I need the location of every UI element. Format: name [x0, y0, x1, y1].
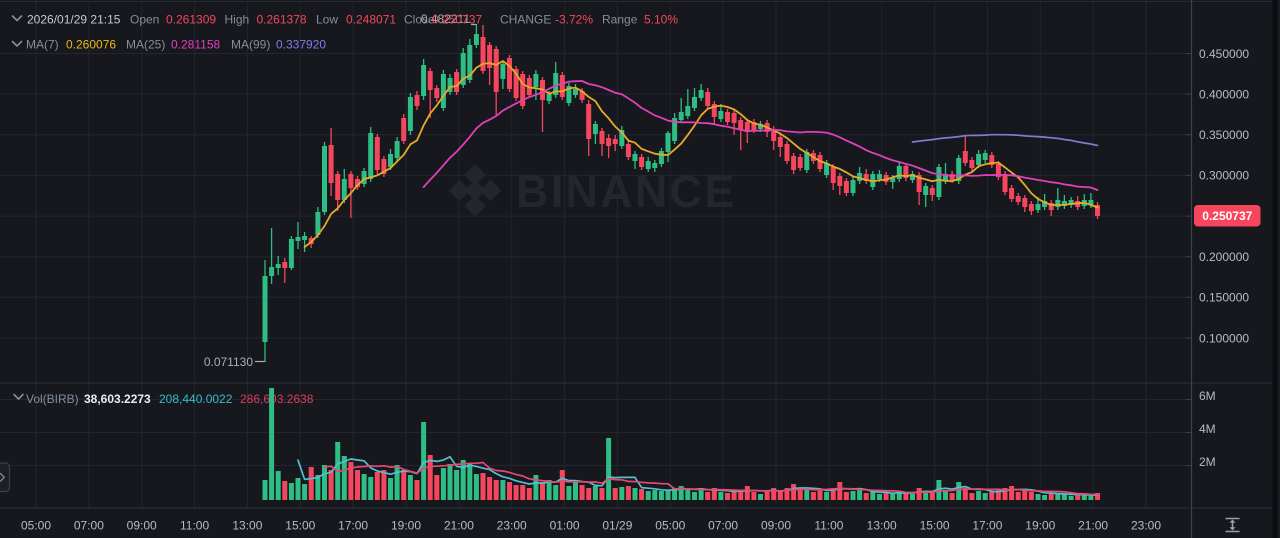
svg-text:11:00: 11:00 [180, 519, 209, 533]
svg-text:6M: 6M [1199, 389, 1216, 403]
svg-text:0.482211: 0.482211 [421, 12, 470, 26]
svg-text:BINANCE: BINANCE [516, 166, 736, 217]
svg-text:Low: Low [316, 13, 338, 27]
svg-text:0.261309: 0.261309 [166, 13, 216, 27]
svg-text:5.10%: 5.10% [644, 13, 678, 27]
svg-text:05:00: 05:00 [21, 519, 51, 533]
svg-text:0.260076: 0.260076 [66, 38, 116, 52]
svg-text:05:00: 05:00 [655, 519, 685, 533]
svg-text:0.337920: 0.337920 [276, 38, 326, 52]
svg-text:Open: Open [130, 13, 159, 27]
svg-text:23:00: 23:00 [497, 519, 527, 533]
svg-text:0.071130: 0.071130 [204, 355, 253, 369]
svg-text:2M: 2M [1199, 455, 1216, 469]
svg-text:07:00: 07:00 [74, 519, 104, 533]
svg-text:0.100000: 0.100000 [1199, 331, 1249, 345]
svg-text:09:00: 09:00 [127, 519, 157, 533]
svg-text:Vol(BIRB): Vol(BIRB) [26, 392, 79, 406]
svg-text:0.248071: 0.248071 [346, 13, 396, 27]
svg-text:11:00: 11:00 [814, 519, 843, 533]
svg-text:MA(99): MA(99) [231, 38, 270, 52]
svg-text:0.150000: 0.150000 [1199, 291, 1249, 305]
svg-text:Range: Range [602, 13, 638, 27]
svg-text:4M: 4M [1199, 422, 1216, 436]
svg-text:Close: Close [404, 13, 435, 27]
svg-text:MA(25): MA(25) [126, 38, 165, 52]
svg-text:15:00: 15:00 [920, 519, 950, 533]
svg-text:01/29: 01/29 [602, 519, 632, 533]
svg-text:MA(7): MA(7) [26, 38, 59, 52]
svg-text:0.261378: 0.261378 [257, 13, 307, 27]
svg-text:09:00: 09:00 [761, 519, 791, 533]
svg-text:0.350000: 0.350000 [1199, 128, 1249, 142]
svg-text:CHANGE: CHANGE [500, 13, 551, 27]
svg-text:01:00: 01:00 [550, 519, 580, 533]
svg-text:17:00: 17:00 [338, 519, 368, 533]
svg-text:0.281158: 0.281158 [171, 38, 220, 52]
svg-text:07:00: 07:00 [708, 519, 738, 533]
svg-text:19:00: 19:00 [391, 519, 421, 533]
svg-text:23:00: 23:00 [1131, 519, 1161, 533]
svg-text:208,440.0022: 208,440.0022 [159, 392, 233, 406]
svg-text:0.250737: 0.250737 [1202, 209, 1252, 223]
svg-text:0.200000: 0.200000 [1199, 250, 1249, 264]
svg-text:286,603.2638: 286,603.2638 [240, 392, 314, 406]
svg-text:0.250737: 0.250737 [432, 13, 482, 27]
svg-text:21:00: 21:00 [444, 519, 474, 533]
svg-text:High: High [225, 13, 250, 27]
svg-text:0.400000: 0.400000 [1199, 87, 1249, 101]
svg-text:0.300000: 0.300000 [1199, 169, 1249, 183]
svg-text:19:00: 19:00 [1025, 519, 1055, 533]
svg-text:38,603.2273: 38,603.2273 [84, 392, 151, 406]
svg-text:15:00: 15:00 [285, 519, 315, 533]
svg-text:13:00: 13:00 [867, 519, 897, 533]
svg-text:0.450000: 0.450000 [1199, 47, 1249, 61]
svg-text:13:00: 13:00 [232, 519, 262, 533]
svg-text:17:00: 17:00 [972, 519, 1002, 533]
svg-text:-3.72%: -3.72% [555, 13, 593, 27]
svg-text:2026/01/29 21:15: 2026/01/29 21:15 [27, 13, 121, 27]
svg-text:21:00: 21:00 [1078, 519, 1108, 533]
